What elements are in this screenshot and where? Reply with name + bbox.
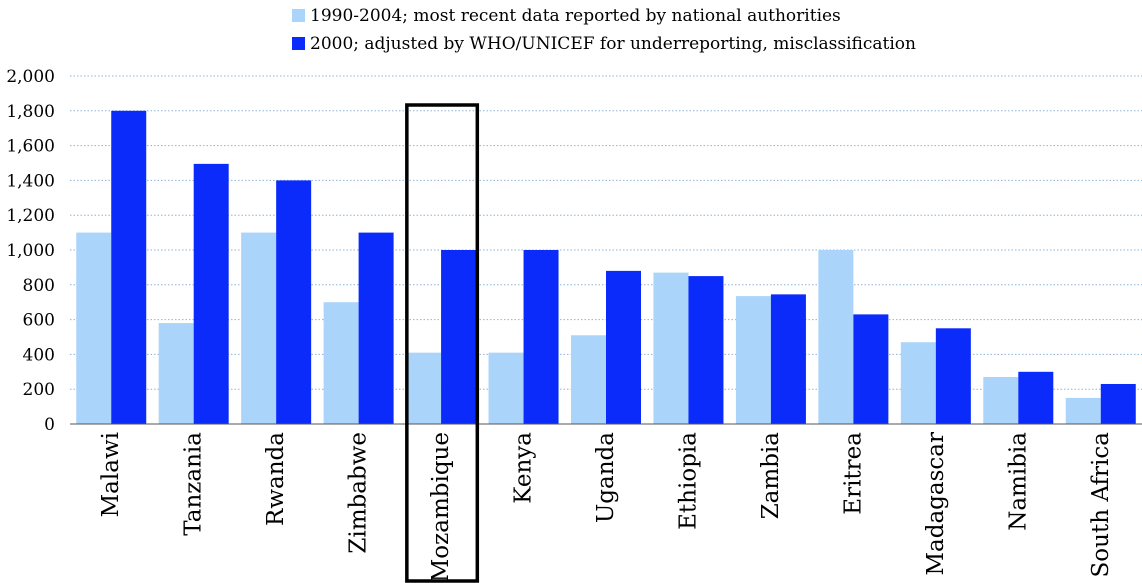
highlight-box-mozambique xyxy=(405,103,480,583)
legend-label-1: 1990-2004; most recent data reported by … xyxy=(310,6,841,26)
y-tick-label: 1,200 xyxy=(6,206,55,226)
y-tick-label: 1,400 xyxy=(6,171,55,191)
bar-south-africa-series-1 xyxy=(1065,397,1101,424)
bar-kenya-series-1 xyxy=(488,352,524,424)
x-label-uganda: Uganda xyxy=(593,432,619,523)
bar-ethiopia-series-2 xyxy=(688,276,724,424)
y-tick-label: 200 xyxy=(23,380,55,400)
y-tick-label: 800 xyxy=(23,276,55,296)
y-tick-label: 1,800 xyxy=(6,102,55,122)
bars xyxy=(76,110,1136,425)
bar-madagascar-series-1 xyxy=(900,342,936,424)
bar-south-africa-series-2 xyxy=(1100,383,1136,424)
bar-zambia-series-1 xyxy=(735,296,771,424)
legend-label-2: 2000; adjusted by WHO/UNICEF for underre… xyxy=(310,34,916,54)
legend: 1990-2004; most recent data reported by … xyxy=(292,6,916,54)
x-label-ethiopia: Ethiopia xyxy=(675,432,701,530)
x-label-zimbabwe: Zimbabwe xyxy=(346,432,372,554)
y-tick-label: 1,600 xyxy=(6,137,55,157)
bar-rwanda-series-2 xyxy=(276,180,312,424)
bar-mozambique-series-2 xyxy=(441,250,477,424)
bar-madagascar-series-2 xyxy=(935,328,971,424)
bar-zimbabwe-series-2 xyxy=(358,232,394,424)
bar-zimbabwe-series-1 xyxy=(323,302,359,424)
legend-swatch-1 xyxy=(292,9,305,22)
x-label-kenya: Kenya xyxy=(511,432,537,504)
bar-malawi-series-1 xyxy=(76,232,112,424)
bar-uganda-series-1 xyxy=(571,335,606,424)
x-axis-labels: Malawi Tanzania Rwanda Zimbabwe Mozambique Ke… xyxy=(98,432,1114,583)
x-label-mozambique: Mozambique xyxy=(428,432,454,582)
bar-namibia-series-2 xyxy=(1018,371,1054,424)
bar-eritrea-series-1 xyxy=(818,250,854,424)
y-tick-label: 2,000 xyxy=(6,67,55,87)
bar-mozambique-series-1 xyxy=(406,352,442,424)
bar-eritrea-series-2 xyxy=(853,314,889,424)
x-label-malawi: Malawi xyxy=(98,432,124,517)
x-label-eritrea: Eritrea xyxy=(840,432,866,515)
y-tick-label: 0 xyxy=(44,415,55,435)
bar-namibia-series-1 xyxy=(983,377,1019,424)
bar-malawi-series-2 xyxy=(111,110,147,425)
x-label-rwanda: Rwanda xyxy=(263,432,289,526)
x-label-madagascar: Madagascar xyxy=(923,432,949,576)
bar-rwanda-series-1 xyxy=(241,232,277,424)
bar-tanzania-series-1 xyxy=(158,323,194,424)
bar-zambia-series-2 xyxy=(770,294,806,424)
x-label-namibia: Namibia xyxy=(1005,432,1031,531)
x-label-zambia: Zambia xyxy=(758,432,784,520)
legend-swatch-2 xyxy=(292,37,305,50)
bar-tanzania-series-2 xyxy=(193,163,229,424)
y-tick-label: 600 xyxy=(23,311,55,331)
y-axis-ticks: 0 200 400 600 800 1,000 1,200 1,400 1,600 1,800 2,… xyxy=(6,67,55,435)
y-tick-label: 1,000 xyxy=(6,241,55,261)
x-label-tanzania: Tanzania xyxy=(181,432,207,536)
bar-uganda-series-2 xyxy=(606,270,641,424)
x-label-south-africa: South Africa xyxy=(1088,432,1114,578)
bar-kenya-series-2 xyxy=(523,250,559,424)
bar-ethiopia-series-1 xyxy=(653,272,689,424)
y-tick-label: 400 xyxy=(23,345,55,365)
